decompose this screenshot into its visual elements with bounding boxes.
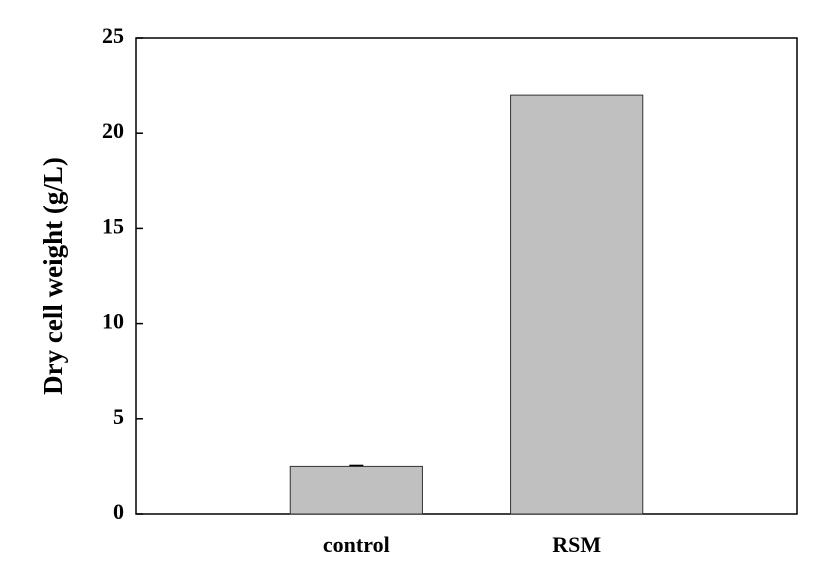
x-tick-label: control — [323, 532, 390, 557]
y-axis-title: Dry cell weight (g/L) — [38, 157, 68, 395]
bar — [289, 465, 423, 515]
x-tick-label: RSM — [552, 532, 601, 557]
bar — [510, 94, 644, 515]
y-tick-label: 25 — [102, 23, 124, 48]
plot-frame — [135, 37, 798, 515]
y-tick-label: 10 — [102, 309, 124, 334]
y-tick-label: 20 — [102, 118, 124, 143]
y-tick-label: 5 — [113, 404, 124, 429]
y-tick-label: 0 — [113, 499, 124, 524]
y-tick-label: 15 — [102, 213, 124, 238]
